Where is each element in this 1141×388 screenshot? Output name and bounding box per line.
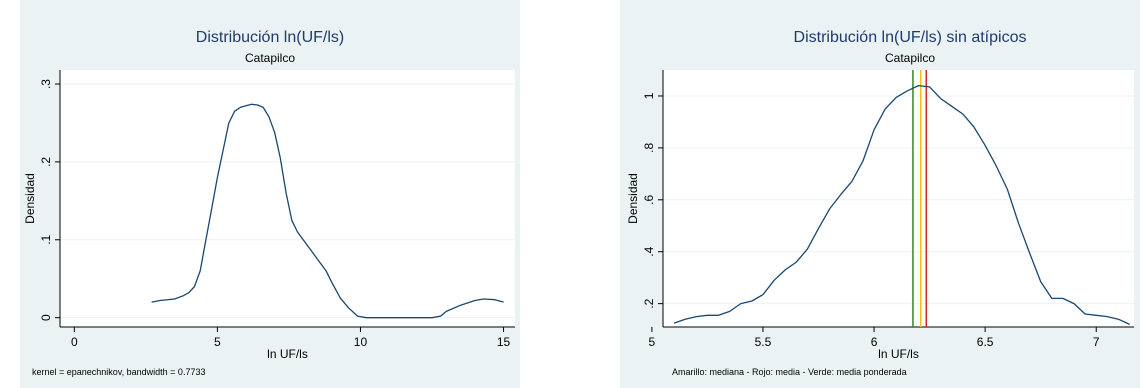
density-chart-left: Distribución ln(UF/ls) Catapilco 0 .1 .2 .3 0 5…	[20, 0, 520, 388]
x-axis-label: ln UF/ls	[267, 347, 308, 361]
density-curve	[151, 103, 504, 319]
y-tick-label: .8	[642, 143, 656, 153]
chart-title: Distribución ln(UF/ls) sin atípicos	[794, 29, 1027, 46]
x-axis-label: ln UF/ls	[878, 347, 919, 361]
x-tick-label: 10	[354, 335, 368, 349]
chart-panel-left: Distribución ln(UF/ls) Catapilco 0 .1 .2 .3 0 5…	[20, 0, 520, 388]
chart-note: Amarillo: mediana - Rojo: media - Verde:…	[672, 367, 907, 377]
density-chart-right: Distribución ln(UF/ls) sin atípicos Catap…	[620, 0, 1140, 388]
y-tick-label: .4	[642, 246, 656, 256]
x-tick-label: 6.5	[977, 335, 994, 349]
chart-note: kernel = epanechnikov, bandwidth = 0.773…	[32, 367, 205, 377]
density-curve	[673, 84, 1130, 325]
x-tick-label: 15	[497, 335, 511, 349]
y-axis-label: Densidad	[23, 173, 37, 224]
x-tick-label: 5	[214, 335, 221, 349]
y-tick-label: 0	[39, 314, 53, 321]
chart-subtitle: Catapilco	[245, 51, 295, 65]
y-tick-label: .1	[39, 234, 53, 244]
plot-area	[663, 70, 1134, 327]
y-tick-label: .6	[642, 194, 656, 204]
x-tick-label: 7	[1093, 335, 1100, 349]
x-tick-label: 5	[649, 335, 656, 349]
x-tick-label: 0	[71, 335, 78, 349]
chart-subtitle: Catapilco	[885, 51, 935, 65]
y-tick-label: .2	[642, 298, 656, 308]
x-tick-label: 5.5	[755, 335, 772, 349]
chart-panel-right: Distribución ln(UF/ls) sin atípicos Catap…	[620, 0, 1140, 388]
y-tick-label: .3	[39, 79, 53, 89]
y-tick-label: .2	[39, 157, 53, 167]
chart-title: Distribución ln(UF/ls)	[196, 29, 344, 46]
y-tick-label: 1	[642, 92, 656, 99]
y-axis-label: Densidad	[626, 173, 640, 224]
x-tick-label: 6	[871, 335, 878, 349]
